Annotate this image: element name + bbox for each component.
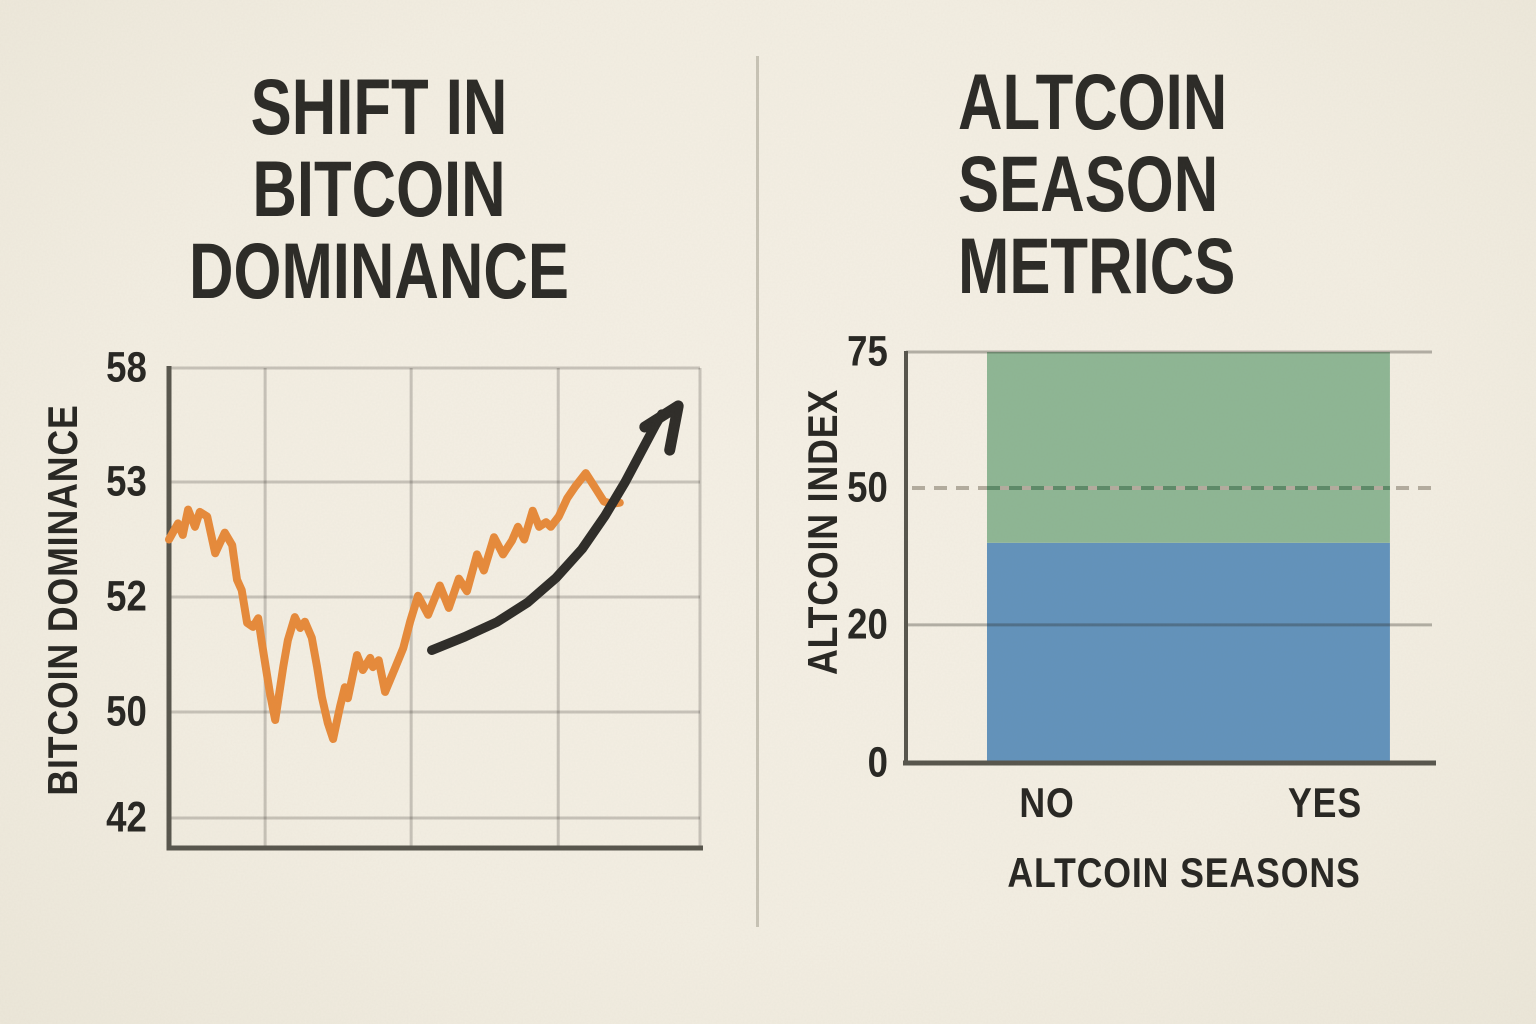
x-category-no: NO xyxy=(1019,779,1075,826)
left-title-line-2: BITCOIN xyxy=(252,144,506,233)
right-x-axis-title: ALTCOIN SEASONS xyxy=(1007,849,1361,896)
right-y-tick-20: 20 xyxy=(847,600,888,649)
left-y-tick-50: 50 xyxy=(106,687,147,736)
left-chart-title: SHIFT IN BITCOIN DOMINANCE xyxy=(83,66,674,312)
left-y-tick-58: 58 xyxy=(106,343,147,392)
left-title-line-1: SHIFT IN xyxy=(250,62,508,151)
right-chart-title: ALTCOIN SEASON METRICS xyxy=(958,61,1235,307)
dominance-line xyxy=(165,469,624,743)
right-y-tick-50: 50 xyxy=(847,463,888,512)
right-y-tick-0: 0 xyxy=(867,738,888,787)
x-category-yes: YES xyxy=(1288,779,1363,826)
trend-arrow-shaft xyxy=(427,409,667,655)
no-altcoin-season-zone xyxy=(987,542,1390,763)
right-y-axis-title: ALTCOIN INDEX xyxy=(799,388,846,676)
altcoin-season-zone xyxy=(987,352,1390,543)
right-y-tick-75: 75 xyxy=(847,327,888,376)
left-y-tick-52: 52 xyxy=(106,572,147,621)
left-title-line-3: DOMINANCE xyxy=(189,226,569,315)
panel-divider xyxy=(756,56,759,927)
right-title-line-1: ALTCOIN xyxy=(958,57,1228,146)
left-y-tick-42: 42 xyxy=(106,793,147,842)
left-y-tick-53: 53 xyxy=(106,457,147,506)
right-title-line-3: METRICS xyxy=(958,221,1236,310)
right-title-line-2: SEASON xyxy=(958,139,1219,228)
left-y-axis-title: BITCOIN DOMINANCE xyxy=(39,404,86,796)
